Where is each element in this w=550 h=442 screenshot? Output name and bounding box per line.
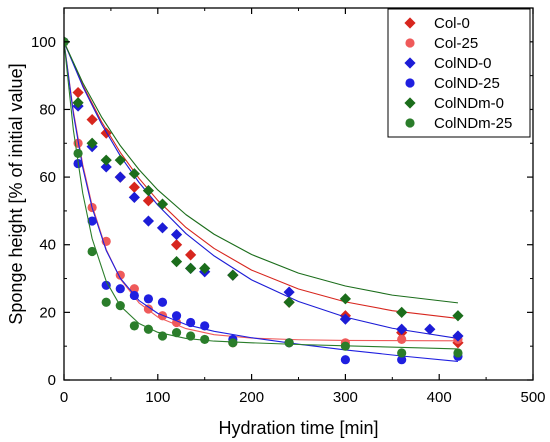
data-point [452,330,464,342]
x-tick-label: 0 [60,389,68,406]
data-point [453,348,463,358]
data-point [284,338,294,348]
fit-curve [64,41,459,304]
series-5 [64,36,464,322]
y-tick-label: 80 [39,101,56,118]
legend-marker [405,78,415,88]
x-tick-label: 500 [520,389,545,406]
data-point [339,293,351,305]
legend-marker [405,38,415,48]
data-point [171,311,182,321]
legend-label: Col-25 [434,35,478,52]
data-point [143,294,154,304]
x-tick-label: 300 [333,389,358,406]
legend-label: ColNDm-0 [434,95,504,112]
data-point [157,297,168,307]
data-point [142,195,155,207]
data-point [170,228,183,241]
data-point [101,297,111,307]
plot-area [64,36,464,365]
data-point [100,154,112,166]
data-point [397,334,407,345]
legend-marker [404,97,416,109]
data-point [228,338,238,348]
data-point [129,284,139,294]
legend: Col-0 Col-25 ColND-0 ColND-25 ColNDm-0 ColNDm… [387,8,531,138]
data-point [128,168,140,180]
data-point [156,222,169,234]
data-point [424,323,436,335]
data-point [142,215,155,227]
data-point [227,269,239,281]
data-point [72,97,84,109]
data-point [283,296,295,308]
data-point [452,310,464,322]
data-point [171,328,182,338]
data-point [283,286,295,298]
data-point [143,324,154,334]
data-point [86,114,98,126]
fit-curve [64,41,459,362]
data-point [72,86,84,99]
x-axis-title: Hydration time [min] [218,418,378,438]
data-point [115,284,125,294]
legend-label: Col-0 [434,15,470,32]
y-axis-title: Sponge height [% of initial value] [6,63,26,324]
data-point [157,331,168,341]
x-tick-label: 400 [427,389,452,406]
data-point [143,304,154,314]
data-point [200,321,210,331]
data-point [114,154,126,166]
x-tick-label: 200 [239,389,264,406]
data-point [129,290,139,301]
data-point [114,171,126,183]
data-point [186,331,196,341]
legend-label: ColND-25 [434,75,500,92]
y-tick-label: 0 [48,372,56,389]
data-point [185,249,197,261]
data-point [142,185,155,197]
data-point [339,313,351,325]
y-tick-label: 60 [39,169,56,186]
legend-label: ColND-0 [434,55,492,72]
data-point [170,239,183,251]
data-point [128,181,140,193]
data-point [87,216,97,226]
legend-marker [404,17,416,29]
y-tick-label: 100 [31,34,56,51]
data-point [170,256,183,268]
legend-marker [405,118,415,128]
data-point [73,148,83,159]
legend-box [387,8,531,138]
data-point [115,301,125,311]
data-point [128,191,140,203]
data-point [185,262,197,274]
data-point [397,355,407,365]
data-point [100,161,112,173]
x-tick-label: 100 [145,389,170,406]
series-6 [64,37,463,358]
data-point [396,306,408,318]
data-point [87,246,97,257]
data-point [101,280,111,290]
y-tick-label: 40 [39,237,56,254]
data-point [86,137,98,149]
data-point [156,198,169,210]
data-point [186,317,196,328]
axes: 0 100 200 300 400 500 0 20 40 60 80 100 [31,7,546,406]
data-point [199,262,211,274]
y-tick-label: 20 [39,304,56,321]
data-point [200,334,210,345]
data-point [340,355,350,365]
legend-label: ColNDm-25 [434,115,512,132]
legend-marker [404,57,416,69]
data-point [397,348,407,358]
data-point [129,321,139,331]
data-point [396,323,408,335]
data-point [340,341,350,351]
